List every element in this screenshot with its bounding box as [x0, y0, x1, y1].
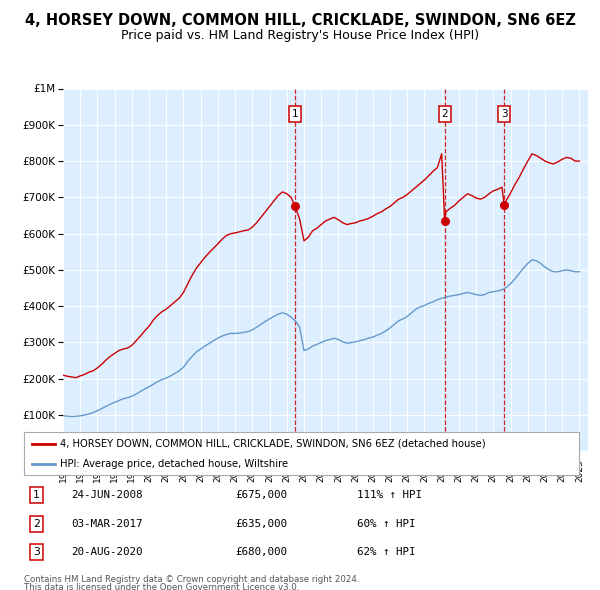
Text: £635,000: £635,000	[235, 519, 287, 529]
Text: 3: 3	[501, 109, 508, 119]
Text: 1: 1	[33, 490, 40, 500]
Text: 62% ↑ HPI: 62% ↑ HPI	[357, 548, 415, 558]
Text: HPI: Average price, detached house, Wiltshire: HPI: Average price, detached house, Wilt…	[60, 460, 288, 469]
Text: 20-AUG-2020: 20-AUG-2020	[71, 548, 143, 558]
Text: 60% ↑ HPI: 60% ↑ HPI	[357, 519, 415, 529]
Text: Price paid vs. HM Land Registry's House Price Index (HPI): Price paid vs. HM Land Registry's House …	[121, 29, 479, 42]
Text: £675,000: £675,000	[235, 490, 287, 500]
Text: This data is licensed under the Open Government Licence v3.0.: This data is licensed under the Open Gov…	[24, 583, 299, 590]
Text: Contains HM Land Registry data © Crown copyright and database right 2024.: Contains HM Land Registry data © Crown c…	[24, 575, 359, 584]
Text: £680,000: £680,000	[235, 548, 287, 558]
Text: 2: 2	[442, 109, 448, 119]
Text: 03-MAR-2017: 03-MAR-2017	[71, 519, 143, 529]
Text: 1: 1	[292, 109, 298, 119]
Text: 4, HORSEY DOWN, COMMON HILL, CRICKLADE, SWINDON, SN6 6EZ (detached house): 4, HORSEY DOWN, COMMON HILL, CRICKLADE, …	[60, 439, 486, 449]
Text: 24-JUN-2008: 24-JUN-2008	[71, 490, 143, 500]
Text: 3: 3	[33, 548, 40, 558]
Text: 111% ↑ HPI: 111% ↑ HPI	[357, 490, 422, 500]
Text: 2: 2	[33, 519, 40, 529]
Text: 4, HORSEY DOWN, COMMON HILL, CRICKLADE, SWINDON, SN6 6EZ: 4, HORSEY DOWN, COMMON HILL, CRICKLADE, …	[25, 13, 575, 28]
